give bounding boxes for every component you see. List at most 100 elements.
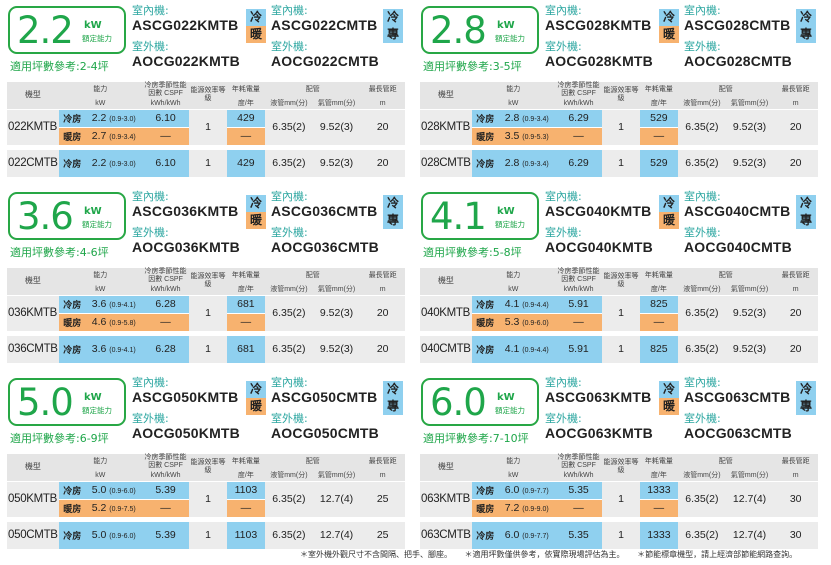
heat-tag: 暖: [659, 212, 679, 229]
applicable-prefix: 適用坪數參考:: [10, 246, 80, 259]
header-piping: 配管: [678, 82, 774, 98]
applicable-area: 適用坪數參考:4-6坪: [10, 244, 109, 260]
unit-m: m: [360, 284, 405, 295]
header-piping: 配管: [265, 268, 361, 284]
header-annual: 年耗電量: [639, 82, 679, 98]
header-efficiency: 能源效率等級: [602, 268, 640, 295]
max-pipe-length: 20: [360, 294, 405, 331]
heat-tag: 暖: [246, 398, 266, 415]
applicable-range: 2-4坪: [79, 60, 109, 73]
outdoor-label: 室外機:: [271, 40, 308, 53]
efficiency-grade: 1: [189, 480, 227, 517]
capacity-value: 2.2: [17, 9, 74, 52]
co-gas-pipe: 9.52(3): [725, 148, 774, 177]
applicable-area: 適用坪數參考:3-5坪: [423, 58, 522, 74]
capacity-badge: 3.6 kW 額定能力: [8, 192, 126, 240]
co-indoor-model: ASCG028CMTB: [684, 17, 791, 33]
co-outdoor-model: AOCG022CMTB: [271, 53, 379, 69]
unit-kw: kW: [58, 98, 142, 109]
co-outdoor-model: AOCG050CMTB: [271, 425, 379, 441]
co-outdoor-model: AOCG040CMTB: [684, 239, 792, 255]
co-annual-consumption: 681: [226, 334, 266, 363]
unit-kw: kW: [471, 284, 555, 295]
header-capacity: 能力: [471, 454, 555, 470]
applicable-prefix: 適用坪數參考:: [423, 246, 493, 259]
cspf-value: 6.28: [141, 294, 190, 313]
outdoor-label: 室外機:: [271, 412, 308, 425]
co-max-pipe-length: 20: [360, 148, 405, 177]
liquid-pipe: 6.35(2): [265, 480, 313, 517]
unit-liquid: 液管mm(分): [265, 284, 313, 295]
co-indoor-model: ASCG022CMTB: [271, 17, 378, 33]
header-cspf: 冷房季節性能因數 CSPF: [554, 82, 603, 98]
heat-tag: 暖: [246, 26, 266, 43]
indoor-label: 室內機:: [684, 4, 721, 17]
capacity-label: 額定能力: [82, 34, 112, 43]
max-pipe-length: 20: [360, 108, 405, 145]
unit-liquid: 液管mm(分): [265, 470, 313, 481]
indoor-label: 室內機:: [271, 190, 308, 203]
liquid-pipe: 6.35(2): [678, 108, 726, 145]
unit-kw: kW: [471, 98, 555, 109]
unit-annual: 度/年: [639, 470, 679, 481]
efficiency-grade: 1: [602, 294, 640, 331]
hp-indoor-model: ASCG050KMTB: [132, 389, 239, 405]
co-efficiency-grade: 1: [602, 148, 640, 177]
header-piping: 配管: [678, 454, 774, 470]
unit-gas: 氣管mm(分): [725, 98, 774, 109]
header-piping: 配管: [265, 82, 361, 98]
capacity-unit: kW: [497, 206, 515, 217]
mode-cool: 冷房: [58, 108, 86, 127]
unit-annual: 度/年: [226, 98, 266, 109]
co-liquid-pipe: 6.35(2): [265, 334, 313, 363]
cool-tag: 冷: [246, 9, 266, 26]
cspf-dash: —: [554, 312, 603, 331]
unit-gas: 氣管mm(分): [312, 470, 361, 481]
co-outdoor-model: AOCG063CMTB: [684, 425, 792, 441]
co-indoor-model: ASCG040CMTB: [684, 203, 791, 219]
co-gas-pipe: 12.7(4): [312, 520, 361, 549]
mode-cool: 冷房: [58, 334, 86, 363]
capacity-unit: kW: [497, 20, 515, 31]
applicable-area: 適用坪數參考:6-9坪: [10, 430, 109, 446]
outdoor-label: 室外機:: [132, 226, 169, 239]
heat-capacity: 7.2 (0.9-9.0): [498, 498, 555, 517]
mode-heat: 暖房: [58, 126, 86, 145]
mode-cool: 冷房: [58, 480, 86, 499]
co-model-name: 036CMTB: [7, 334, 59, 363]
capacity-label: 額定能力: [495, 34, 525, 43]
indoor-label: 室內機:: [545, 190, 582, 203]
capacity-badge: 5.0 kW 額定能力: [8, 378, 126, 426]
co-cool-capacity: 5.0 (0.9-6.0): [85, 520, 142, 549]
header-capacity: 能力: [58, 268, 142, 284]
hp-outdoor-model: AOCG050KMTB: [132, 425, 240, 441]
outdoor-label: 室外機:: [132, 40, 169, 53]
liquid-pipe: 6.35(2): [678, 480, 726, 517]
cspf-value: 6.10: [141, 108, 190, 127]
indoor-label: 室內機:: [545, 4, 582, 17]
hp-indoor-model: ASCG040KMTB: [545, 203, 652, 219]
co-max-pipe-length: 20: [360, 334, 405, 363]
header-max-pipe: 最長管距: [360, 268, 405, 284]
gas-pipe: 12.7(4): [725, 480, 774, 517]
unit-kwh: kWh/kWh: [554, 284, 603, 295]
spec-table: 機型 能力 冷房季節性能因數 CSPF 能源效率等級 年耗電量 配管 最長管距 …: [7, 454, 405, 549]
header-efficiency: 能源效率等級: [602, 454, 640, 481]
unit-kw: kW: [58, 284, 142, 295]
capacity-value: 2.8: [430, 9, 487, 52]
header-annual: 年耗電量: [639, 454, 679, 470]
annual-dash: —: [639, 312, 679, 331]
capacity-unit: kW: [497, 392, 515, 403]
indoor-label: 室內機:: [132, 4, 169, 17]
co-indoor-model: ASCG050CMTB: [271, 389, 378, 405]
only-char: 專: [799, 27, 812, 41]
cool-only-tag: 冷專: [796, 381, 816, 415]
spec-table: 機型 能力 冷房季節性能因數 CSPF 能源效率等級 年耗電量 配管 最長管距 …: [7, 82, 405, 177]
outdoor-label: 室外機:: [684, 40, 721, 53]
header-annual: 年耗電量: [226, 82, 266, 98]
liquid-pipe: 6.35(2): [265, 108, 313, 145]
indoor-label: 室內機:: [271, 4, 308, 17]
unit-annual: 度/年: [226, 470, 266, 481]
co-liquid-pipe: 6.35(2): [678, 334, 726, 363]
capacity-value: 5.0: [17, 381, 74, 424]
